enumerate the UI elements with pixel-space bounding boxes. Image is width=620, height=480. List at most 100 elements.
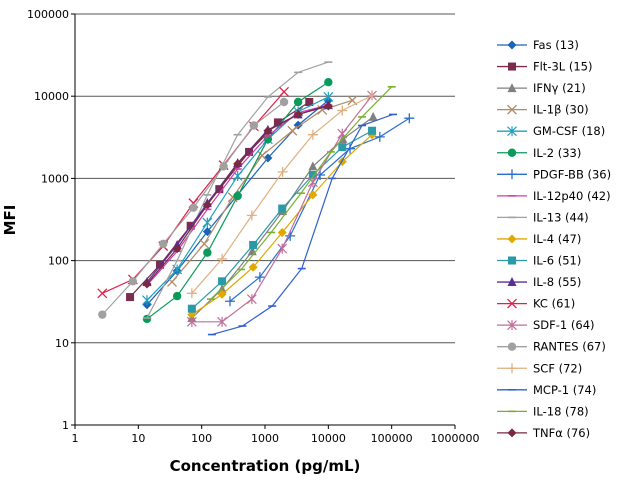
data-point bbox=[172, 291, 182, 301]
x-tick-label: 1000000 bbox=[431, 432, 480, 445]
legend-marker bbox=[507, 298, 517, 309]
legend-item: IL-12p40 (42) bbox=[497, 189, 611, 203]
legend-label: IL-13 (44) bbox=[533, 210, 589, 224]
axes: 1 10 100 1000 10000 100000 1 10 100 1000 10000 1000… bbox=[27, 8, 480, 445]
data-point bbox=[142, 314, 152, 324]
legend-marker bbox=[508, 256, 516, 265]
data-point bbox=[293, 109, 303, 119]
data-point bbox=[345, 143, 356, 154]
legend-item: MCP-1 (74) bbox=[497, 383, 596, 397]
legend-label: SCF (72) bbox=[533, 361, 582, 375]
x-tick-label: 10 bbox=[131, 432, 145, 445]
data-point bbox=[277, 243, 288, 254]
series-0 bbox=[142, 95, 333, 310]
legend-marker bbox=[507, 234, 517, 244]
data-point bbox=[249, 121, 259, 130]
data-point bbox=[159, 239, 168, 249]
legend-item: IL-4 (47) bbox=[497, 232, 581, 246]
legend-item: IL-13 (44) bbox=[497, 210, 589, 224]
data-point bbox=[203, 248, 212, 257]
series-10 bbox=[187, 126, 377, 313]
legend-label: IL-1β (30) bbox=[533, 103, 589, 117]
legend-label: IL-2 (33) bbox=[533, 146, 581, 160]
data-point bbox=[277, 166, 288, 177]
legend-label: Flt-3L (15) bbox=[533, 60, 592, 74]
series-group bbox=[97, 61, 415, 336]
legend: Fas (13) Flt-3L (15) IFNγ (21) IL-1β (30) GM… bbox=[497, 38, 611, 440]
data-point bbox=[368, 111, 378, 121]
series-line bbox=[146, 99, 329, 306]
legend-label: IL-12p40 (42) bbox=[533, 189, 611, 203]
data-point bbox=[257, 150, 268, 161]
data-point bbox=[278, 204, 287, 213]
legend-label: TNFα (76) bbox=[532, 426, 590, 440]
legend-item: TNFα (76) bbox=[497, 426, 590, 440]
series-18 bbox=[142, 101, 333, 289]
data-point bbox=[307, 177, 318, 188]
y-axis-title: MFI bbox=[1, 205, 19, 236]
series-3 bbox=[167, 95, 358, 287]
data-point bbox=[142, 279, 152, 289]
legend-item: IL-8 (55) bbox=[497, 275, 581, 289]
data-point bbox=[233, 159, 243, 169]
series-line bbox=[171, 99, 353, 283]
data-point bbox=[404, 113, 415, 124]
legend-marker bbox=[507, 277, 517, 287]
legend-label: IL-18 (78) bbox=[533, 404, 589, 418]
data-point bbox=[233, 191, 242, 201]
legend-marker bbox=[507, 320, 517, 331]
data-point bbox=[263, 126, 273, 136]
x-tick-label: 1 bbox=[72, 432, 79, 445]
data-point bbox=[337, 105, 348, 116]
data-point bbox=[202, 200, 212, 210]
data-point bbox=[97, 288, 108, 299]
data-point bbox=[246, 294, 257, 305]
data-point bbox=[189, 203, 198, 212]
data-point bbox=[323, 101, 333, 111]
legend-marker bbox=[507, 104, 517, 115]
data-point bbox=[202, 217, 213, 228]
data-point bbox=[186, 288, 197, 299]
legend-item: IL-18 (78) bbox=[497, 404, 589, 418]
data-point bbox=[374, 131, 385, 142]
data-point bbox=[187, 304, 196, 313]
data-point bbox=[279, 86, 290, 97]
data-point bbox=[305, 98, 314, 107]
legend-label: IL-4 (47) bbox=[533, 232, 581, 246]
legend-item: IL-1β (30) bbox=[497, 103, 589, 117]
data-point bbox=[308, 161, 318, 171]
series-17 bbox=[206, 86, 396, 300]
legend-marker bbox=[507, 83, 517, 93]
legend-marker bbox=[507, 428, 517, 438]
data-point bbox=[248, 262, 258, 272]
data-point bbox=[246, 210, 257, 221]
legend-label: KC (61) bbox=[533, 297, 575, 311]
series-15 bbox=[186, 90, 378, 299]
series-13 bbox=[186, 90, 377, 327]
y-tick-label: 100 bbox=[48, 255, 69, 268]
data-point bbox=[337, 128, 348, 139]
legend-item: IL-6 (51) bbox=[497, 254, 581, 268]
data-point bbox=[217, 253, 228, 264]
legend-label: MCP-1 (74) bbox=[533, 383, 596, 397]
y-tick-label: 10000 bbox=[34, 90, 69, 103]
data-point bbox=[156, 260, 165, 269]
data-point bbox=[217, 289, 227, 299]
x-axis-title: Concentration (pg/mL) bbox=[170, 457, 361, 475]
legend-label: GM-CSF (18) bbox=[533, 124, 605, 138]
legend-item: SDF-1 (64) bbox=[497, 318, 595, 332]
y-tick-label: 1 bbox=[62, 419, 69, 432]
data-point bbox=[224, 296, 235, 307]
legend-label: IL-8 (55) bbox=[533, 275, 581, 289]
legend-item: KC (61) bbox=[497, 297, 575, 311]
data-point bbox=[254, 272, 265, 283]
data-point bbox=[263, 153, 273, 163]
data-point bbox=[307, 129, 318, 140]
data-point bbox=[142, 295, 152, 306]
data-point bbox=[218, 277, 227, 286]
data-point bbox=[293, 97, 303, 107]
y-tick-label: 100000 bbox=[27, 8, 69, 21]
legend-item: IFNγ (21) bbox=[497, 81, 586, 95]
legend-marker bbox=[507, 363, 517, 374]
